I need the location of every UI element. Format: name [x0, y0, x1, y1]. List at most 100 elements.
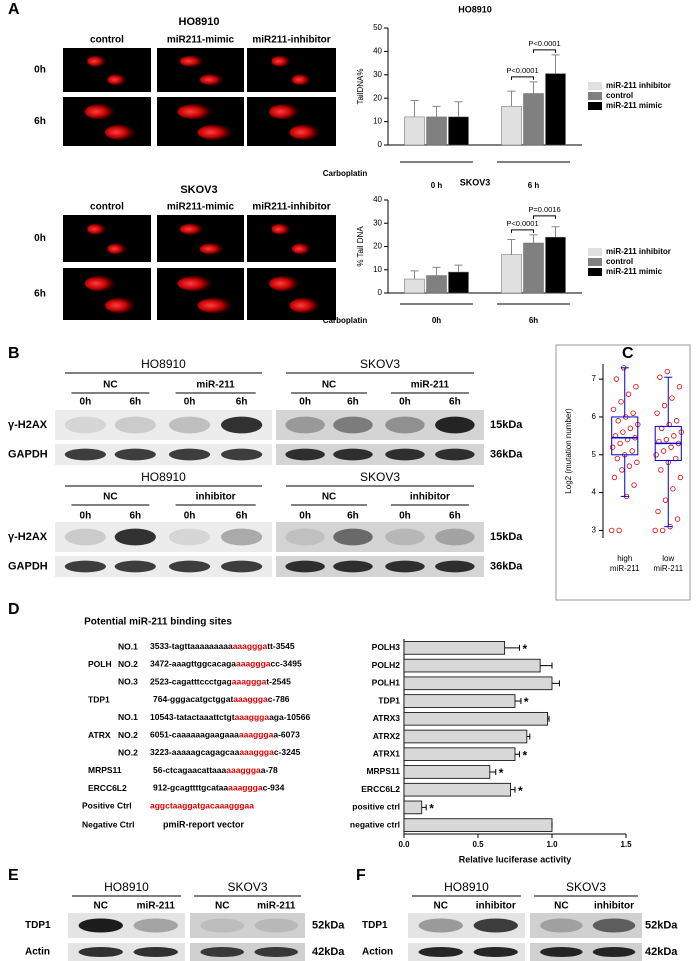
data-point: [614, 455, 620, 462]
blot-title: SKOV3: [360, 357, 400, 371]
sequence-part: 3533-tagttaaaaaaaaa: [150, 641, 233, 651]
error-bar: [432, 266, 441, 276]
data-point: [617, 440, 623, 447]
bar: [545, 236, 566, 294]
group-label: NC: [215, 901, 229, 912]
blot-band: [114, 416, 156, 434]
data-point: [677, 474, 684, 481]
x-tick-label: 6 h: [528, 181, 540, 190]
y-tick-label: POLH2: [372, 660, 401, 670]
comet: [197, 124, 235, 140]
bar: [403, 782, 511, 797]
comet-row: 6h: [34, 116, 46, 127]
error-bar: [551, 226, 560, 238]
sequence-part: aaaggga: [228, 783, 263, 793]
data-point: [655, 508, 661, 515]
legend-label: miR-211 mimic: [606, 267, 663, 276]
blot-band: [78, 946, 123, 958]
error-bar: [454, 101, 463, 117]
y-tick-label: negative ctrl: [350, 819, 400, 829]
significance-star: *: [522, 642, 527, 656]
sequence-part: aaaggga: [233, 694, 268, 704]
y-axis-label: % Tail DNA: [356, 226, 365, 267]
y-tick-label: 20: [373, 93, 382, 102]
comet-column: control: [90, 35, 124, 46]
time-label: 0h: [399, 397, 411, 408]
group-label: NC: [103, 492, 117, 503]
legend-label: miR-211 inhibitor: [606, 247, 671, 256]
bar: [403, 641, 506, 655]
sequence-part: c-3245: [274, 747, 301, 757]
blot: [55, 556, 272, 577]
significance-star: *: [522, 748, 527, 762]
blot-band: [200, 946, 245, 958]
sequence-part: aaaggga: [239, 747, 274, 757]
data-point: [653, 452, 659, 458]
comet-row: 0h: [34, 233, 46, 244]
data-point: [627, 425, 634, 432]
sites-title: Potential miR-211 binding sites: [84, 617, 232, 628]
blot-band: [64, 560, 106, 573]
blot-title: SKOV3: [360, 470, 400, 484]
group-label: inhibitor: [594, 901, 634, 912]
error-bar: [410, 270, 419, 280]
significance-star: *: [499, 766, 504, 780]
x-axis-label: Carboplatin: [323, 316, 368, 325]
control-sequence: aggctaaggatgacaaagggaa: [150, 801, 254, 811]
blot-band: [221, 560, 263, 573]
site-number: NO.1: [118, 712, 138, 722]
sequence-part: 6051-caaaaaagaagaaa: [150, 730, 239, 740]
blot: [276, 444, 484, 465]
blot-band: [168, 448, 211, 461]
blot-band: [285, 560, 325, 573]
comet-image: [247, 268, 336, 320]
comet: [177, 104, 215, 120]
x-label-box: low miR-211: [653, 554, 683, 573]
y-tick-label: 0: [378, 140, 383, 149]
error-bar: [547, 715, 550, 722]
legend-swatch: [588, 248, 602, 256]
error-bar: [526, 733, 531, 740]
protein-label: GAPDH: [8, 448, 48, 460]
sequence-part: 3223-aaaaagcagagcaa: [150, 747, 240, 757]
data-point: [611, 474, 618, 481]
sequence-part: 764-gggacatgctggat: [153, 694, 233, 704]
blot-band: [473, 918, 518, 933]
time-label: 6h: [347, 511, 359, 522]
y-tick-label: ATRX1: [373, 748, 401, 758]
y-tick-label: 10: [373, 265, 382, 274]
blot-band: [285, 448, 325, 461]
data-point: [631, 482, 637, 488]
data-point: [660, 448, 667, 454]
comet-image: [157, 48, 244, 92]
blot-band: [385, 528, 425, 546]
chart-title: HO8910: [458, 4, 492, 14]
y-tick-label: ERCC6L2: [361, 784, 400, 794]
significance-bracket: [511, 76, 534, 80]
blot-band: [221, 528, 263, 546]
data-point: [673, 418, 680, 424]
chart-title: SKOV3: [460, 177, 491, 187]
sequence: 6051-caaaaaagaagaaaaaagggaa-6073: [150, 730, 300, 740]
data-point: [659, 527, 666, 534]
significance-bracket: [533, 49, 556, 53]
box: [611, 416, 639, 456]
bar: [448, 271, 469, 294]
comet: [291, 243, 312, 255]
blot-band: [168, 560, 211, 573]
group-label: miR-211: [411, 380, 450, 391]
panel-frame: [555, 344, 691, 601]
sequence-part: 2523-cagatttccctgag: [150, 677, 232, 687]
significance-label: P<0.0001: [506, 66, 538, 75]
data-point: [613, 376, 620, 382]
data-point: [625, 391, 632, 397]
data-point: [657, 374, 663, 380]
significance-label: P=0.0016: [528, 205, 560, 214]
bar: [404, 116, 425, 146]
blot-band: [540, 918, 583, 933]
comet-image: [63, 215, 151, 262]
blot-band: [385, 448, 425, 461]
bar: [523, 242, 544, 294]
comet: [84, 104, 117, 120]
